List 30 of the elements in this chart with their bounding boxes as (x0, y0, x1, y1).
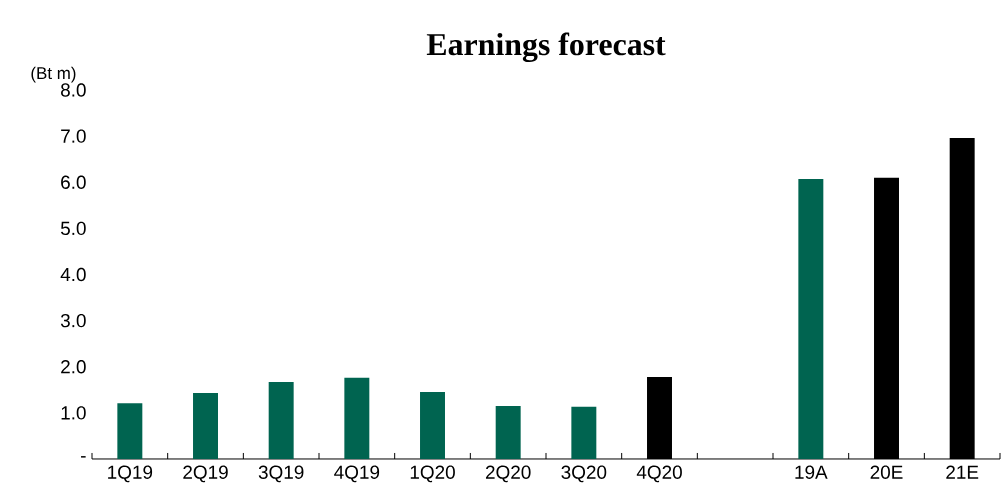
y-tick-label: 8.0 (61, 83, 86, 97)
x-tick-label: 2Q19 (183, 465, 228, 483)
x-tick-label: 4Q19 (334, 465, 380, 483)
bar (798, 179, 824, 459)
bar (495, 405, 521, 459)
bar (268, 381, 294, 459)
bar (193, 393, 218, 459)
chart-title: Earnings forecast (426, 32, 666, 63)
bar (344, 377, 370, 459)
bar (117, 403, 143, 459)
x-tick-label: 1Q19 (108, 465, 153, 483)
y-tick-label: 2.0 (61, 360, 86, 374)
x-tick-label: 19A (795, 465, 828, 479)
y-tick-label: 5.0 (60, 221, 86, 236)
x-tick-label: 20E (870, 465, 903, 479)
y-tick-label: 1.0 (61, 406, 86, 420)
y-tick-label: 7.0 (61, 129, 86, 143)
bar (571, 406, 597, 459)
y-axis-title: (Bt m) (31, 66, 76, 83)
x-tick-label: 1Q20 (410, 465, 455, 483)
y-tick-label: 3.0 (60, 313, 86, 328)
y-tick-label: - (81, 456, 86, 458)
x-tick-label: 21E (946, 465, 979, 479)
x-tick-label: 2Q20 (485, 465, 531, 483)
bar (420, 392, 445, 459)
y-tick-label: 6.0 (61, 175, 86, 189)
x-tick-label: 4Q20 (636, 465, 682, 483)
x-tick-label: 3Q19 (258, 465, 304, 483)
x-tick-label: 3Q20 (561, 465, 607, 483)
y-tick-label: 4.0 (60, 267, 86, 282)
